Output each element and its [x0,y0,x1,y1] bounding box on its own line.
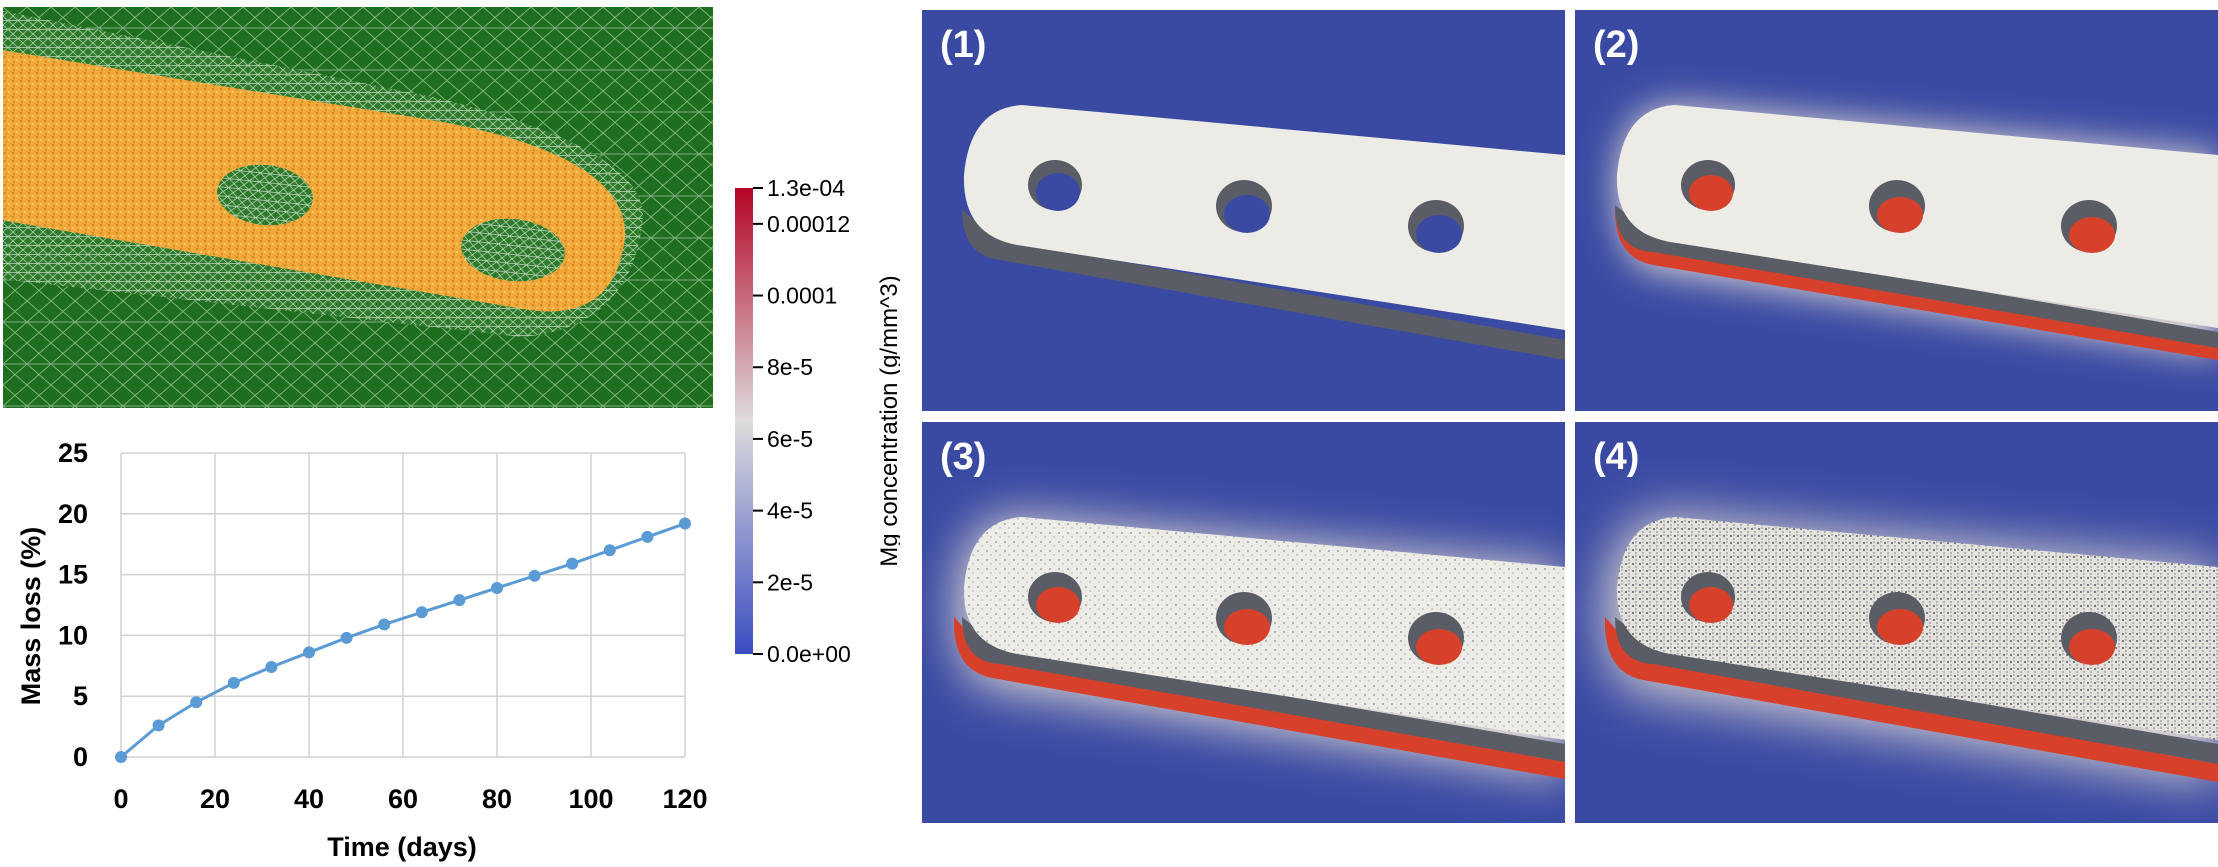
data-point [415,606,428,619]
data-point [528,569,541,582]
chart-axes: 0 20 40 60 80 100 120 0 5 10 15 20 25 [58,438,708,814]
y-tick-label: 0 [73,742,88,772]
series-line [120,522,686,759]
data-point [227,676,240,689]
chart-grid [120,452,686,758]
simulation-image-2 [1575,10,2218,411]
data-point [303,646,315,659]
x-axis-title: Time (days) [327,832,477,862]
colorbar-tick-label: 0.0e+00 [767,641,851,667]
data-point [566,557,579,570]
colorbar-tick-label: 2e-5 [767,569,813,595]
colorbar-ticks: 1.3e-04 0.00012 0.0001 8e-5 6e-5 4e-5 2e-5 0.0e… [753,175,851,667]
colorbar-label: Mg concentration (g/mm^3) [876,275,900,566]
x-tick-label: 120 [662,784,707,814]
data-point [378,618,391,631]
x-tick-label: 40 [294,784,324,814]
colorbar-svg: 1.3e-04 0.00012 0.0001 8e-5 6e-5 4e-5 2e-5 0.0e… [735,175,903,667]
y-tick-label: 5 [73,681,88,711]
data-point [641,530,654,543]
colorbar-tick-label: 1.3e-04 [767,175,845,201]
x-tick-label: 60 [388,784,418,814]
x-tick-label: 20 [200,784,230,814]
simulation-image-4 [1575,422,2218,823]
x-tick-label: 0 [113,784,128,814]
simulation-panel-1: (1) [922,10,1565,411]
chart-svg: 0 20 40 60 80 100 120 0 5 10 15 20 25 Time (days) Ma… [16,438,708,862]
data-point [679,517,691,530]
x-tick-label: 80 [482,784,512,814]
data-point [453,594,466,607]
y-tick-label: 25 [58,438,88,468]
chart-series [115,517,691,763]
data-point [152,719,165,732]
y-tick-label: 20 [58,499,88,529]
data-point [115,751,127,763]
simulation-image-3 [922,422,1565,823]
simulation-panel-2: (2) [1575,10,2218,411]
colorbar-tick-label: 0.00012 [767,211,850,237]
panel-label-4: (4) [1593,436,1640,478]
mesh-panel [3,7,713,408]
colorbar-gradient [735,188,753,654]
colorbar-tick-label: 4e-5 [767,498,813,524]
panel-label-1: (1) [940,24,987,66]
simulation-panel-4: (4) [1575,422,2218,823]
colorbar-tick-label: 6e-5 [767,426,813,452]
data-point [491,581,503,594]
y-tick-label: 15 [58,560,88,590]
colorbar: 1.3e-04 0.00012 0.0001 8e-5 6e-5 4e-5 2e-5 0.0e… [730,172,903,672]
x-tick-label: 100 [568,784,613,814]
mass-loss-chart: 0 20 40 60 80 100 120 0 5 10 15 20 25 Time (days) Ma… [0,430,720,862]
panel-label-2: (2) [1593,24,1640,66]
colorbar-tick-label: 8e-5 [767,354,813,380]
panel-label-3: (3) [940,436,987,478]
simulation-image-1 [922,10,1565,411]
data-point [340,631,353,644]
colorbar-tick-label: 0.0001 [767,283,837,309]
simulation-panel-3: (3) [922,422,1565,823]
mesh-image [3,7,713,408]
data-point [190,696,203,709]
data-point [603,544,616,557]
data-point [265,661,278,674]
y-axis-title: Mass loss (%) [16,527,46,706]
y-tick-label: 10 [58,620,88,650]
